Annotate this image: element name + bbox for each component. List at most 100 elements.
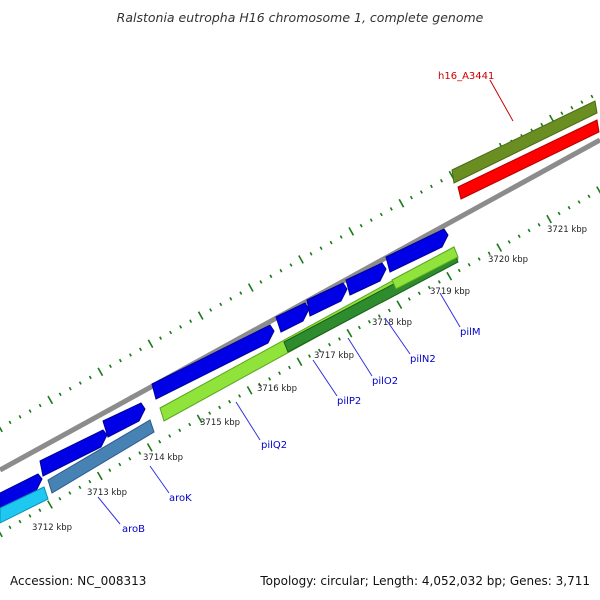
minor-tick [367,320,371,324]
gene-label-pilO2[interactable]: pilO2 [372,376,398,387]
gene-label-pilQ2[interactable]: pilQ2 [261,440,287,451]
minor-tick [78,485,82,490]
minor-tick [159,336,163,340]
scale-label: 3719 kbp [430,287,470,297]
gene-label-h16_A3441[interactable]: h16_A3441 [438,71,494,82]
major-tick [596,186,600,194]
minor-tick [229,297,233,301]
major-tick [246,386,253,395]
minor-tick [329,240,333,245]
minor-tick [118,358,122,363]
gene-label-aroK[interactable]: aroK [169,493,192,504]
major-tick [446,271,453,281]
minor-tick [189,319,193,323]
minor-tick [68,386,72,391]
major-tick [247,283,254,292]
minor-tick [68,491,72,495]
minor-tick [58,392,62,397]
minor-tick [188,422,192,427]
minor-tick [477,257,481,261]
minor-tick [590,94,594,99]
major-tick [146,443,153,452]
accession-text: Accession: NC_008313 [10,574,147,588]
minor-tick [278,371,282,375]
minor-tick [417,291,421,296]
major-tick [147,339,154,348]
minor-tick [507,240,511,244]
major-tick [197,311,204,320]
map-title: Ralstonia eutropha H16 chromosome 1, com… [116,10,484,25]
cds-arrow [385,228,449,273]
major-tick [296,357,303,367]
minor-tick [379,212,383,217]
minor-tick [527,228,531,233]
major-tick [396,300,403,309]
feature-olive [451,100,598,184]
genome-summary-text: Topology: circular; Length: 4,052,032 bp… [260,574,590,588]
scale-label: 3713 kbp [87,488,127,498]
major-tick [47,500,53,509]
minor-tick [369,218,373,222]
minor-tick [457,268,461,273]
minor-tick [108,468,112,472]
minor-tick [58,496,62,501]
major-tick [348,227,355,236]
minor-tick [567,205,571,210]
scale-label: 3715 kbp [200,418,240,428]
scale-label: 3718 kbp [372,318,412,328]
minor-tick [228,399,232,404]
forward-cds-row [0,228,449,510]
minor-tick [38,403,42,408]
minor-tick [437,280,441,284]
minor-tick [38,508,42,512]
gene-label-pilM[interactable]: pilM [460,327,481,338]
major-tick [97,367,104,377]
gene-label-pilN2[interactable]: pilN2 [410,354,436,365]
major-tick [496,243,503,252]
minor-tick [407,297,411,301]
scale-label: 3721 kbp [547,225,587,235]
scale-label-group: 3712 kbp 3713 kbp 3714 kbp 3715 kbp 3716… [32,225,587,533]
minor-tick [570,105,574,110]
minor-tick [178,428,182,433]
minor-tick [537,223,541,227]
minor-tick [268,377,272,381]
major-tick [196,414,203,424]
gene-label-pilP2[interactable]: pilP2 [337,396,361,407]
scale-label: 3717 kbp [314,351,354,361]
minor-tick [258,382,262,387]
minor-tick [138,451,142,455]
minor-tick [78,381,82,385]
callout-line-aroK [149,465,170,494]
cds-arrow [306,282,348,317]
minor-tick [467,262,471,267]
minor-tick [427,285,431,290]
scale-label: 3712 kbp [32,523,72,533]
minor-tick [118,462,122,467]
minor-tick [129,353,132,357]
minor-tick [18,415,22,419]
minor-tick [580,100,584,104]
minor-tick [377,314,381,318]
minor-tick [169,330,173,335]
minor-tick [440,179,443,183]
gene-label-aroB[interactable]: aroB [122,524,145,535]
cds-arrow [345,262,387,296]
minor-tick [288,365,291,370]
minor-tick [338,337,341,341]
minor-tick [279,268,283,273]
minor-tick [587,194,591,199]
minor-tick [308,354,311,358]
minor-tick [560,111,564,116]
feature-steel-blue [47,419,155,494]
minor-tick [8,525,12,530]
feature-light-green-tail [391,246,459,290]
minor-tick [218,405,222,410]
scale-label: 3714 kbp [143,453,183,463]
minor-tick [208,411,212,415]
cds-arrow [39,429,108,477]
cds-arrow [275,302,310,333]
minor-tick [319,246,323,250]
minor-tick [238,394,242,398]
